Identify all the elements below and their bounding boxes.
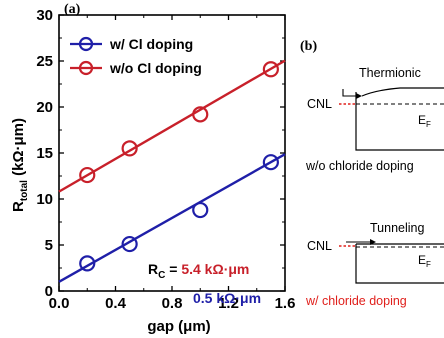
data-point-series-1 [121, 140, 138, 157]
rc-equals: = [165, 261, 181, 277]
data-point-series-1 [79, 166, 96, 184]
data-point-series-1 [192, 106, 209, 123]
data-point-series-0 [121, 235, 138, 253]
top-band-edge [361, 87, 444, 97]
bottom-caption: w/ chloride doping [305, 294, 407, 308]
legend-marker-with-cl [78, 36, 94, 52]
chart-ticks: 0.0 0.4 0.8 1.2 1.6 0 5 10 15 20 25 30 [36, 7, 295, 312]
band-diagram-top: Thermionic CNL EF w/o chloride doping [305, 66, 444, 173]
panel-b-label: (b) [300, 39, 317, 54]
x-tick-label: 0.0 [49, 295, 70, 312]
ef-bottom-sub: F [426, 260, 431, 269]
bottom-band-bottom [355, 244, 444, 284]
y-tick-label: 20 [36, 99, 53, 116]
y-tick-label: 30 [36, 7, 53, 24]
ef-top-sub: F [426, 120, 431, 129]
ef-bottom-main: E [418, 253, 426, 267]
y-axis-label-main: R [10, 201, 27, 212]
data-points [79, 61, 279, 272]
data-point-series-0 [192, 201, 209, 219]
legend: w/ Cl doping w/o Cl doping [70, 36, 202, 76]
cnl-top-label: CNL [307, 97, 332, 111]
y-tick-label: 5 [45, 237, 53, 254]
x-axis-label: gap (μm) [147, 318, 210, 335]
x-tick-label: 0.4 [105, 295, 127, 312]
chart-axes [58, 14, 286, 292]
y-tick-label: 25 [36, 53, 53, 70]
rc-red-value: 5.4 kΩ·μm [181, 261, 249, 277]
rc-label-sub: C [158, 270, 165, 281]
data-point-series-0 [79, 255, 96, 272]
legend-label-without-cl: w/o Cl doping [109, 60, 202, 76]
panel-a-label: (a) [64, 2, 81, 17]
y-tick-label: 0 [45, 283, 53, 300]
cnl-bottom-label: CNL [307, 239, 332, 253]
y-tick-label: 15 [36, 145, 53, 162]
y-axis-label-sub: total [19, 180, 30, 201]
fit-line-series-1 [58, 59, 286, 193]
thermionic-arrow-head [356, 93, 362, 99]
thermionic-arrow-path [342, 89, 356, 97]
ef-bottom-label: EF [418, 253, 431, 269]
y-tick-label: 10 [36, 191, 53, 208]
fit-line-series-0 [58, 153, 286, 283]
ef-top-label: EF [418, 113, 431, 129]
legend-label-with-cl: w/ Cl doping [109, 36, 193, 52]
top-caption: w/o chloride doping [305, 159, 414, 173]
plot-frame [58, 14, 286, 292]
rc-blue-value: 0.5 kΩ·μm [193, 290, 261, 306]
y-axis-label: Rtotal (kΩ·μm) [10, 118, 30, 212]
x-tick-label: 0.8 [162, 295, 183, 312]
legend-marker-without-cl [78, 60, 94, 76]
thermionic-label: Thermionic [359, 66, 421, 80]
band-diagram-bottom: Tunneling CNL EF w/ chloride doping [305, 221, 444, 308]
tunneling-label: Tunneling [370, 221, 424, 235]
data-point-series-0 [262, 154, 279, 171]
ef-top-main: E [418, 113, 426, 127]
rc-annotation: RC = 5.4 kΩ·μm [148, 261, 249, 281]
data-point-series-1 [262, 61, 279, 78]
x-tick-label: 1.6 [275, 295, 296, 312]
y-axis-label-unit: (kΩ·μm) [10, 118, 27, 180]
fit-lines [58, 59, 286, 283]
rc-label-main: R [148, 261, 158, 277]
x-tick-label: 1.2 [218, 295, 239, 312]
top-band-bottom [355, 92, 444, 151]
